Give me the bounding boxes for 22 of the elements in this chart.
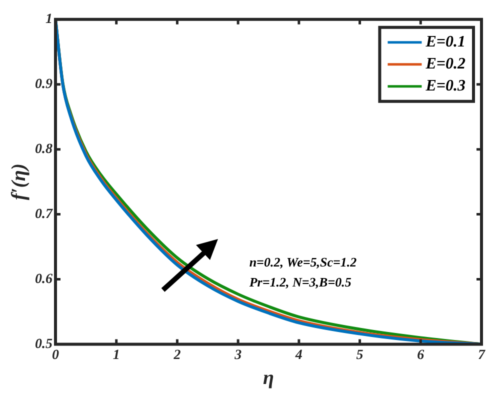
x-tick-label: 5 xyxy=(356,348,364,364)
y-tick-label: 0.6 xyxy=(35,272,52,287)
x-tick-label: 1 xyxy=(112,348,120,364)
x-axis-title: η xyxy=(263,367,274,390)
y-tick-label: 0.5 xyxy=(35,336,52,352)
x-tick-label: 2 xyxy=(172,348,181,364)
annotation: n=0.2, We=5,Sc=1.2 xyxy=(249,254,358,270)
y-tick-label: 0.7 xyxy=(35,206,54,222)
y-tick-label: 0.9 xyxy=(35,76,52,92)
x-tick-label: 4 xyxy=(294,348,302,364)
y-tick-label: 1 xyxy=(46,12,52,28)
y-tick-label: 0.8 xyxy=(35,142,52,157)
y-axis-title: f′(η) xyxy=(8,164,30,200)
x-tick-label: 7 xyxy=(478,348,486,364)
x-tick-label: 0 xyxy=(52,348,59,364)
legend-label: E=0.2 xyxy=(424,56,466,73)
legend-label: E=0.3 xyxy=(424,78,466,95)
line-series xyxy=(56,19,482,344)
annotation: Pr=1.2, N=3,B=0.5 xyxy=(249,274,352,290)
legend-label: E=0.1 xyxy=(424,34,466,51)
x-tick-label: 3 xyxy=(234,348,242,364)
x-tick-label: 6 xyxy=(417,348,424,364)
